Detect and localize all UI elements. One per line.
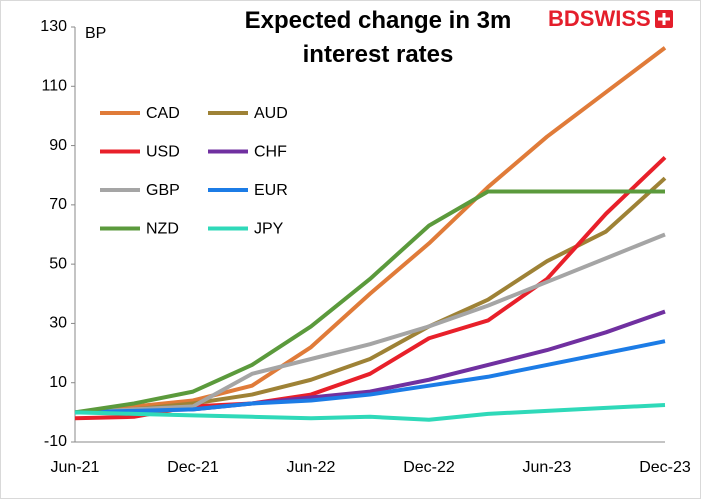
- series-line: [74, 232, 666, 415]
- legend-label: AUD: [254, 105, 288, 122]
- legend-label: EUR: [254, 182, 288, 199]
- y-tick-label: 130: [40, 18, 67, 35]
- y-tick-label: 50: [49, 255, 67, 272]
- y-axis-label: BP: [85, 25, 106, 42]
- legend-label: GBP: [146, 182, 180, 199]
- y-tick-label: 90: [49, 137, 67, 154]
- x-tick-label: Jun-22: [287, 459, 336, 476]
- series-line: [74, 189, 665, 415]
- x-tick-label: Jun-23: [523, 459, 572, 476]
- series-line: [74, 46, 667, 415]
- legend-label: JPY: [254, 221, 284, 238]
- y-tick-label: 110: [41, 78, 67, 95]
- y-tick-label: 10: [49, 374, 67, 391]
- logo-icon: [655, 10, 673, 28]
- series-line: [74, 402, 666, 422]
- chart-title: Expected change in 3m interest rates: [245, 7, 512, 68]
- legend-label: USD: [146, 144, 180, 161]
- legend-label: CAD: [146, 105, 180, 122]
- y-tick-label: 70: [49, 196, 67, 213]
- logo: BDSWISS: [548, 6, 651, 31]
- x-tick-label: Dec-21: [167, 459, 219, 476]
- series-line: [74, 339, 666, 415]
- x-tick-label: Dec-23: [639, 459, 691, 476]
- legend-label: CHF: [254, 144, 287, 161]
- legend-label: NZD: [146, 221, 179, 238]
- y-tick-label: 30: [49, 315, 67, 332]
- x-tick-label: Jun-21: [51, 459, 100, 476]
- y-tick-label: -10: [44, 433, 67, 450]
- x-tick-label: Dec-22: [403, 459, 455, 476]
